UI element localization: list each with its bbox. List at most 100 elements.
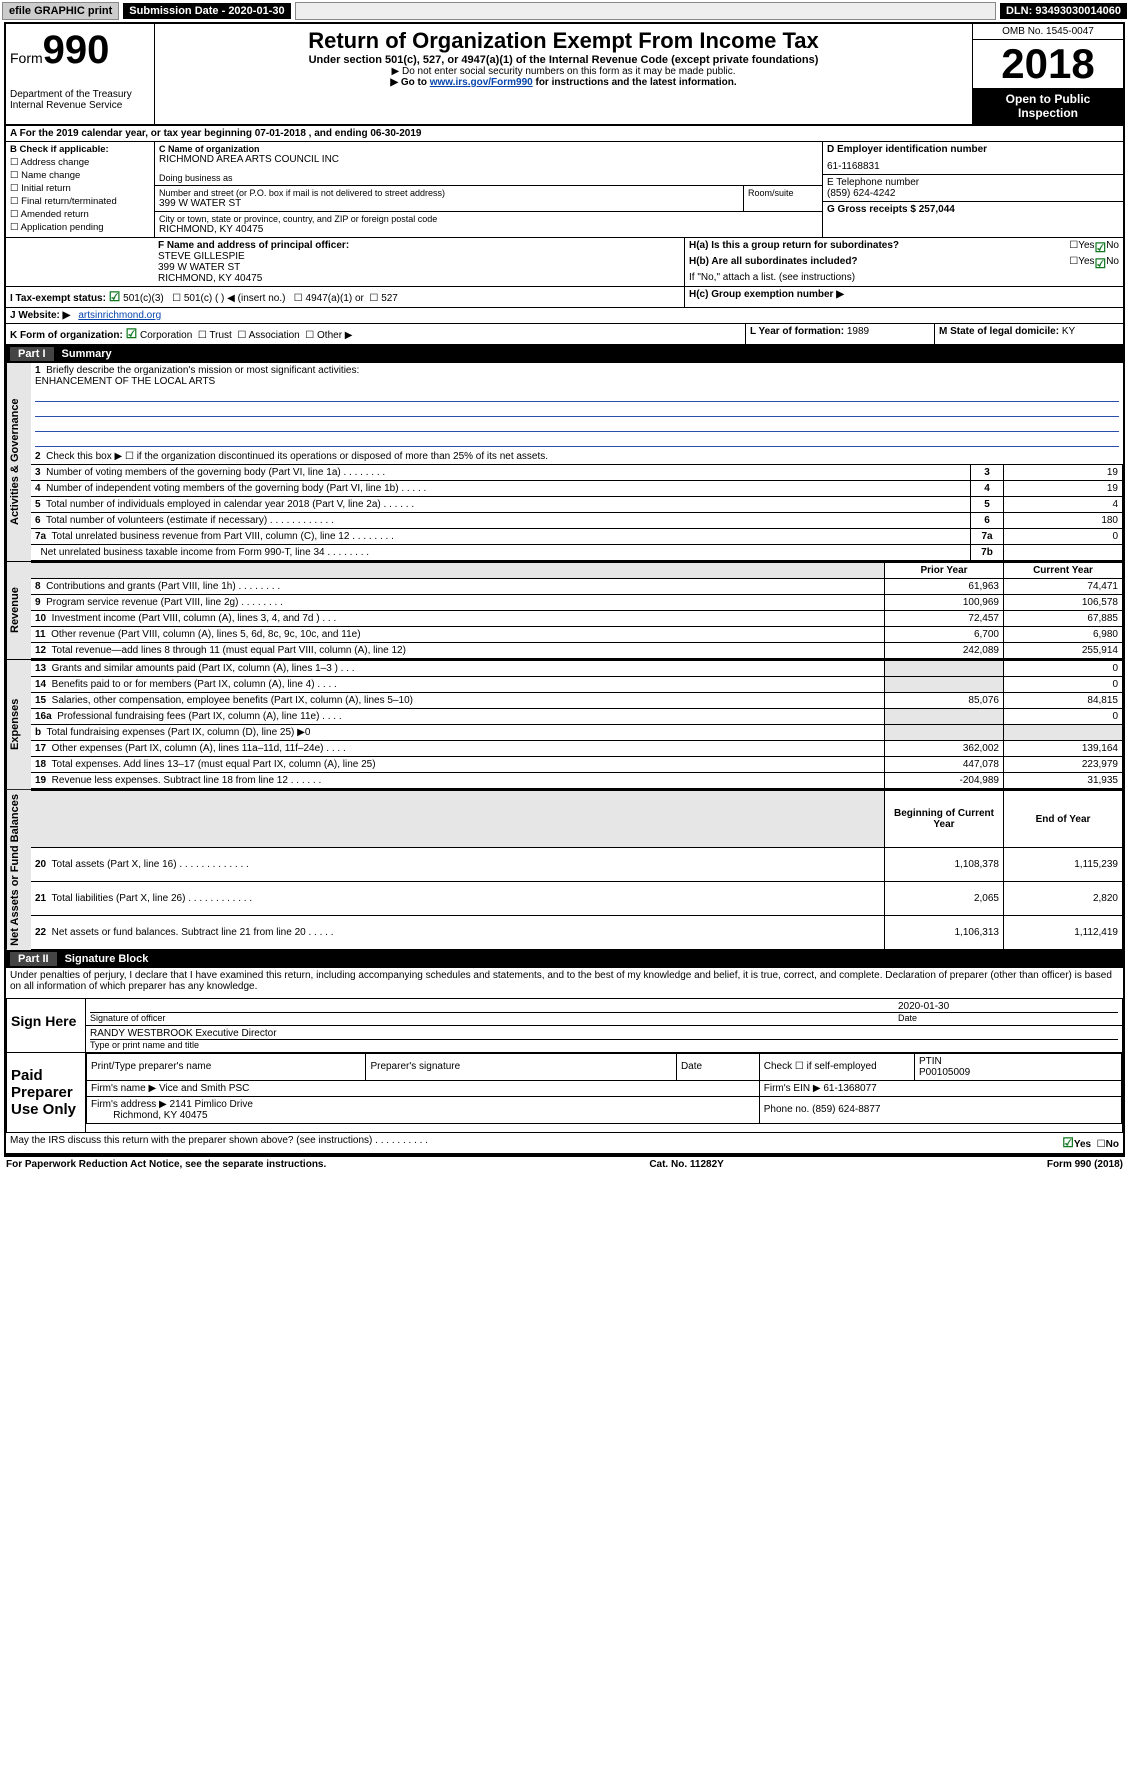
table-row: 9 Program service revenue (Part VIII, li… bbox=[31, 595, 1123, 611]
goto-note: ▶ Go to www.irs.gov/Form990 for instruct… bbox=[161, 77, 966, 88]
side-gov: Activities & Governance bbox=[6, 363, 31, 561]
klm-block: K Form of organization: ☑ Corporation ☐ … bbox=[6, 324, 1123, 345]
h-b-yes[interactable]: ☐Yes bbox=[1069, 256, 1094, 272]
tax-period-row: A For the 2019 calendar year, or tax yea… bbox=[6, 126, 1123, 142]
discuss-label: May the IRS discuss this return with the… bbox=[6, 1133, 1058, 1153]
addr-label: Number and street (or P.O. box if mail i… bbox=[159, 188, 739, 198]
h-a-no: No bbox=[1106, 240, 1119, 256]
ptin-label: PTIN bbox=[919, 1056, 942, 1067]
bcd-block: B Check if applicable: ☐ Address change … bbox=[6, 142, 1123, 238]
irs-link[interactable]: www.irs.gov/Form990 bbox=[430, 77, 533, 88]
f-label: F Name and address of principal officer: bbox=[158, 240, 680, 251]
date-label: Date bbox=[898, 1012, 1118, 1023]
officer-name: STEVE GILLESPIE bbox=[158, 251, 680, 262]
b-label: B Check if applicable: bbox=[10, 144, 150, 155]
sign-here-block: Sign Here Signature of officer 2020-01-3… bbox=[6, 998, 1123, 1053]
table-row: 10 Investment income (Part VIII, column … bbox=[31, 611, 1123, 627]
form-header: Form990 Department of the Treasury Inter… bbox=[6, 24, 1123, 126]
m-value: KY bbox=[1062, 326, 1075, 337]
line2-label: Check this box ▶ ☐ if the organization d… bbox=[46, 451, 548, 462]
j-label: J Website: ▶ bbox=[6, 308, 74, 323]
amended-return-check[interactable]: ☐ Amended return bbox=[10, 209, 150, 220]
h-a-yes[interactable]: ☐Yes bbox=[1069, 240, 1094, 256]
form-990-frame: Form990 Department of the Treasury Inter… bbox=[4, 22, 1125, 1157]
final-return-check[interactable]: ☐ Final return/terminated bbox=[10, 196, 150, 207]
period-text: A For the 2019 calendar year, or tax yea… bbox=[6, 126, 426, 141]
table-row: 20 Total assets (Part X, line 16) . . . … bbox=[31, 848, 1123, 882]
corp-check: ☑ bbox=[126, 326, 138, 341]
efile-print-button[interactable]: efile GRAPHIC print bbox=[2, 2, 119, 20]
table-header-row: Prior Year Current Year bbox=[31, 563, 1123, 579]
cat-number: Cat. No. 11282Y bbox=[649, 1159, 723, 1170]
addr-change-check[interactable]: ☐ Address change bbox=[10, 157, 150, 168]
table-row: 3 Number of voting members of the govern… bbox=[31, 465, 1123, 481]
period-a: A For the 2019 calendar year, or tax yea… bbox=[10, 128, 255, 139]
h-b-label: H(b) Are all subordinates included? bbox=[689, 256, 1069, 272]
m-label: M State of legal domicile: bbox=[939, 326, 1062, 337]
discuss-answer: ☑Yes ☐No bbox=[1058, 1133, 1123, 1153]
h-c-label: H(c) Group exemption number ▶ bbox=[684, 287, 1123, 307]
h-a-no-check: ☑ bbox=[1095, 240, 1107, 256]
table-row: Net unrelated business taxable income fr… bbox=[31, 545, 1123, 561]
website-link[interactable]: artsinrichmond.org bbox=[78, 310, 161, 321]
header-right: OMB No. 1545-0047 2018 Open to Public In… bbox=[972, 24, 1123, 124]
form-foot: Form 990 (2018) bbox=[1047, 1159, 1123, 1170]
i-label: I Tax-exempt status: bbox=[10, 293, 106, 304]
org-name: RICHMOND AREA ARTS COUNCIL INC bbox=[159, 154, 818, 165]
i-hc-block: I Tax-exempt status: ☑ 501(c)(3) ☐ 501(c… bbox=[6, 287, 1123, 308]
officer-name-title: RANDY WESTBROOK Executive Director bbox=[90, 1028, 1118, 1039]
tax-year: 2018 bbox=[973, 40, 1123, 88]
ptin-value: P00105009 bbox=[919, 1067, 970, 1078]
side-rev: Revenue bbox=[6, 562, 31, 659]
h-a-row: H(a) Is this a group return for subordin… bbox=[689, 240, 1119, 256]
rev-section: Revenue Prior Year Current Year8 Contrib… bbox=[6, 562, 1123, 660]
table-row: 8 Contributions and grants (Part VIII, l… bbox=[31, 579, 1123, 595]
paid-preparer-block: Paid Preparer Use Only Print/Type prepar… bbox=[6, 1053, 1123, 1133]
dept-label: Department of the Treasury bbox=[10, 89, 150, 100]
org-city: RICHMOND, KY 40475 bbox=[159, 224, 818, 235]
header-left: Form990 Department of the Treasury Inter… bbox=[6, 24, 155, 124]
side-net: Net Assets or Fund Balances bbox=[6, 790, 31, 950]
omb-number: OMB No. 1545-0047 bbox=[973, 24, 1123, 40]
4947-label: 4947(a)(1) or bbox=[306, 293, 364, 304]
k-assoc: Association bbox=[249, 330, 300, 341]
name-change-check[interactable]: ☐ Name change bbox=[10, 170, 150, 181]
501c-label: 501(c) ( ) ◀ (insert no.) bbox=[184, 293, 286, 304]
city-label: City or town, state or province, country… bbox=[159, 214, 818, 224]
line1-block: 1 Briefly describe the organization's mi… bbox=[31, 363, 1123, 449]
table-row: 4 Number of independent voting members o… bbox=[31, 481, 1123, 497]
perjury-text: Under penalties of perjury, I declare th… bbox=[6, 968, 1123, 994]
period-mid: , and ending bbox=[309, 128, 371, 139]
discuss-no: No bbox=[1106, 1139, 1119, 1150]
h-a-label: H(a) Is this a group return for subordin… bbox=[689, 240, 1069, 256]
k-trust: Trust bbox=[209, 330, 231, 341]
officer-addr2: RICHMOND, KY 40475 bbox=[158, 273, 680, 284]
part1-header: Part I Summary bbox=[6, 345, 1123, 363]
table-row: 11 Other revenue (Part VIII, column (A),… bbox=[31, 627, 1123, 643]
firm-name-label: Firm's name ▶ bbox=[91, 1083, 156, 1094]
form-number: 990 bbox=[43, 28, 110, 72]
prep-sig-label: Preparer's signature bbox=[366, 1053, 677, 1080]
prep-phone-label: Phone no. bbox=[764, 1104, 812, 1115]
form-number-block: Form990 bbox=[10, 28, 150, 73]
firm-name: Vice and Smith PSC bbox=[159, 1083, 249, 1094]
officer-addr1: 399 W WATER ST bbox=[158, 262, 680, 273]
table-row: 16a Professional fundraising fees (Part … bbox=[31, 709, 1123, 725]
discuss-yes-check: ☑ bbox=[1062, 1135, 1074, 1150]
sign-here-label: Sign Here bbox=[7, 999, 86, 1052]
line1-label: Briefly describe the organization's miss… bbox=[46, 365, 359, 376]
irs-label: Internal Revenue Service bbox=[10, 100, 150, 111]
self-employed-check[interactable]: Check ☐ if self-employed bbox=[759, 1053, 914, 1080]
mission-text: ENHANCEMENT OF THE LOCAL ARTS bbox=[35, 376, 215, 387]
ein-label: D Employer identification number bbox=[827, 144, 1119, 155]
j-block: J Website: ▶ artsinrichmond.org bbox=[6, 308, 1123, 324]
527-label: 527 bbox=[381, 293, 398, 304]
firm-addr-label: Firm's address ▶ bbox=[91, 1099, 167, 1110]
period-end: 06-30-2019 bbox=[370, 128, 421, 139]
gov-section: Activities & Governance 1 Briefly descri… bbox=[6, 363, 1123, 562]
f-h-block: F Name and address of principal officer:… bbox=[6, 238, 1123, 287]
part2-header: Part II Signature Block bbox=[6, 950, 1123, 968]
initial-return-check[interactable]: ☐ Initial return bbox=[10, 183, 150, 194]
app-pending-check[interactable]: ☐ Application pending bbox=[10, 222, 150, 233]
g-value: 257,044 bbox=[919, 204, 955, 215]
